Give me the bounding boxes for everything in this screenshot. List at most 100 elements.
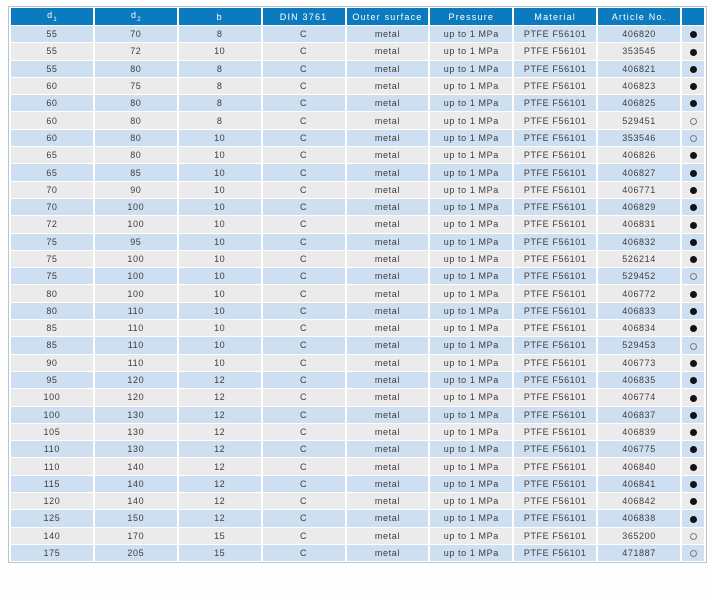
cell-availability xyxy=(680,215,706,234)
cell-din: C xyxy=(260,163,347,182)
cell-din: C xyxy=(260,249,347,269)
column-header-pressure: Pressure xyxy=(428,7,515,26)
cell-pressure: up to 1 MPa xyxy=(428,319,515,338)
filled-dot-icon xyxy=(689,169,697,177)
cell-article_no: 406832 xyxy=(596,232,682,251)
cell-d2: 90 xyxy=(92,180,179,199)
cell-d1: 100 xyxy=(9,405,95,424)
filled-dot-icon xyxy=(689,498,697,506)
cell-b: 10 xyxy=(176,180,263,199)
cell-article_no: 529452 xyxy=(596,267,682,286)
cell-pressure: up to 1 MPa xyxy=(428,509,515,528)
cell-d1: 55 xyxy=(9,59,95,78)
cell-article_no: 406823 xyxy=(596,76,682,96)
cell-d2: 110 xyxy=(92,336,179,355)
cell-availability xyxy=(680,543,706,563)
cell-d2: 120 xyxy=(92,388,179,407)
cell-pressure: up to 1 MPa xyxy=(428,353,515,372)
open-dot-icon xyxy=(689,117,697,125)
cell-d2: 80 xyxy=(92,111,179,130)
cell-d1: 95 xyxy=(9,370,95,390)
cell-pressure: up to 1 MPa xyxy=(428,336,515,355)
cell-din: C xyxy=(260,42,347,61)
cell-article_no: 406838 xyxy=(596,509,682,528)
cell-availability xyxy=(680,42,706,61)
cell-outer_surface: metal xyxy=(344,388,431,407)
cell-availability xyxy=(680,370,706,390)
cell-d1: 65 xyxy=(9,163,95,182)
filled-dot-icon xyxy=(689,256,697,264)
cell-article_no: 353546 xyxy=(596,128,682,148)
cell-din: C xyxy=(260,232,347,251)
filled-dot-icon xyxy=(689,48,697,56)
cell-outer_surface: metal xyxy=(344,267,431,286)
cell-material: PTFE F56101 xyxy=(512,457,599,476)
cell-outer_surface: metal xyxy=(344,370,431,390)
cell-pressure: up to 1 MPa xyxy=(428,249,515,269)
cell-d2: 110 xyxy=(92,353,179,372)
cell-din: C xyxy=(260,24,347,44)
cell-pressure: up to 1 MPa xyxy=(428,197,515,217)
column-header-availability xyxy=(680,7,706,26)
cell-d1: 110 xyxy=(9,440,95,459)
cell-din: C xyxy=(260,405,347,424)
cell-pressure: up to 1 MPa xyxy=(428,405,515,424)
open-dot-icon xyxy=(689,550,697,558)
cell-d1: 60 xyxy=(9,111,95,130)
cell-pressure: up to 1 MPa xyxy=(428,59,515,78)
cell-d2: 140 xyxy=(92,474,179,494)
cell-d1: 80 xyxy=(9,301,95,321)
cell-d1: 125 xyxy=(9,509,95,528)
cell-article_no: 406839 xyxy=(596,422,682,442)
filled-dot-icon xyxy=(689,238,697,246)
cell-availability xyxy=(680,249,706,269)
cell-d2: 100 xyxy=(92,249,179,269)
cell-availability xyxy=(680,146,706,165)
cell-din: C xyxy=(260,388,347,407)
cell-article_no: 406774 xyxy=(596,388,682,407)
cell-d2: 75 xyxy=(92,76,179,96)
cell-availability xyxy=(680,197,706,217)
cell-material: PTFE F56101 xyxy=(512,267,599,286)
cell-d2: 130 xyxy=(92,422,179,442)
cell-pressure: up to 1 MPa xyxy=(428,111,515,130)
filled-dot-icon xyxy=(689,290,697,298)
cell-b: 10 xyxy=(176,284,263,303)
cell-d2: 100 xyxy=(92,197,179,217)
cell-material: PTFE F56101 xyxy=(512,111,599,130)
cell-din: C xyxy=(260,76,347,96)
cell-material: PTFE F56101 xyxy=(512,163,599,182)
cell-article_no: 406775 xyxy=(596,440,682,459)
cell-b: 12 xyxy=(176,474,263,494)
cell-d1: 175 xyxy=(9,543,95,563)
cell-d1: 75 xyxy=(9,249,95,269)
cell-d1: 65 xyxy=(9,146,95,165)
cell-d2: 95 xyxy=(92,232,179,251)
cell-outer_surface: metal xyxy=(344,59,431,78)
cell-article_no: 406834 xyxy=(596,319,682,338)
column-header-d2: d2 xyxy=(92,7,179,26)
cell-b: 15 xyxy=(176,526,263,545)
cell-d2: 80 xyxy=(92,128,179,148)
cell-material: PTFE F56101 xyxy=(512,76,599,96)
cell-material: PTFE F56101 xyxy=(512,422,599,442)
cell-availability xyxy=(680,440,706,459)
cell-d2: 110 xyxy=(92,301,179,321)
cell-d2: 80 xyxy=(92,146,179,165)
cell-b: 12 xyxy=(176,457,263,476)
cell-d1: 115 xyxy=(9,474,95,494)
cell-pressure: up to 1 MPa xyxy=(428,128,515,148)
cell-d2: 130 xyxy=(92,405,179,424)
filled-dot-icon xyxy=(689,100,697,108)
cell-d2: 140 xyxy=(92,492,179,511)
cell-material: PTFE F56101 xyxy=(512,232,599,251)
cell-b: 12 xyxy=(176,388,263,407)
cell-availability xyxy=(680,405,706,424)
cell-d2: 72 xyxy=(92,42,179,61)
cell-pressure: up to 1 MPa xyxy=(428,526,515,545)
